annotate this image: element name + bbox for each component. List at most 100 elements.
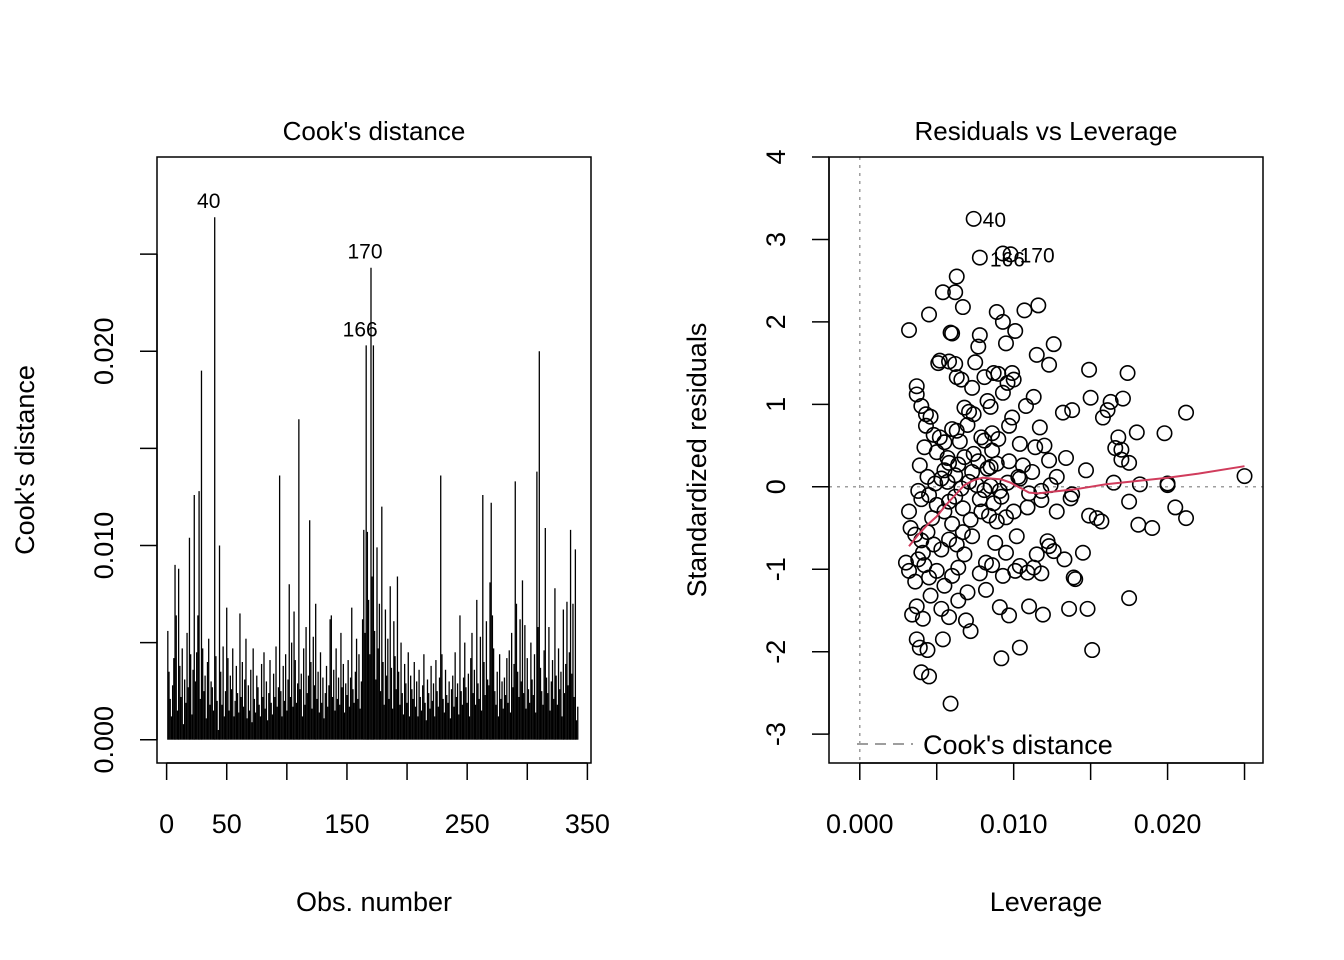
residual-point-49 xyxy=(1102,393,1119,410)
residual-point-136 xyxy=(1121,493,1138,510)
residual-point-89 xyxy=(1078,462,1095,479)
residual-point-206 xyxy=(942,695,959,712)
residual-point-143 xyxy=(907,526,924,543)
residual-point-68 xyxy=(1011,435,1028,452)
residual-point-160 xyxy=(1074,544,1091,561)
residuals-y-label: Standardized residuals xyxy=(682,323,712,598)
residual-point-153 xyxy=(987,534,1004,551)
residual-point-224 xyxy=(1011,470,1028,487)
x-tick-label-0.020: 0.020 xyxy=(1134,809,1202,839)
residual-point-77 xyxy=(928,444,945,461)
x-tick-label-50: 50 xyxy=(212,809,242,839)
residual-point-198 xyxy=(911,639,928,656)
residual-point-229 xyxy=(914,544,931,561)
residual-point-52 xyxy=(1094,409,1111,426)
residual-point-121 xyxy=(947,488,964,505)
x-tick-label-0.010: 0.010 xyxy=(980,809,1048,839)
residual-point-217 xyxy=(951,433,968,450)
residual-point-167 xyxy=(928,562,945,579)
residual-point-26 xyxy=(967,354,984,371)
residual-point-67 xyxy=(1001,417,1018,434)
residual-point-225 xyxy=(1065,569,1082,586)
residual-point-32 xyxy=(976,369,993,386)
cooks-distance-x-label: Obs. number xyxy=(296,887,452,917)
cooks-distance-bars xyxy=(167,217,579,740)
residual-point-163 xyxy=(907,573,924,590)
residual-point-180 xyxy=(904,606,921,623)
legend: Cook's distance xyxy=(857,730,1113,760)
residual-point-226 xyxy=(1058,449,1075,466)
y-tick-label--2: -2 xyxy=(761,640,791,664)
residual-point-55 xyxy=(1054,404,1071,421)
residual-point-185 xyxy=(941,609,958,626)
x-tick-label-150: 150 xyxy=(324,809,369,839)
residual-point-219 xyxy=(1041,538,1058,555)
residual-point-72 xyxy=(1128,424,1145,441)
residual-point-154 xyxy=(997,544,1014,561)
cooks-distance-annotations: 40 170 166 xyxy=(197,190,382,341)
residual-point-192 xyxy=(1021,598,1038,615)
residual-point-130 xyxy=(1033,491,1050,508)
residual-point-199 xyxy=(919,642,936,659)
residual-point-193 xyxy=(1034,606,1051,623)
residual-point-36 xyxy=(908,386,925,403)
cooks-distance-title: Cook's distance xyxy=(283,116,466,146)
reference-lines xyxy=(829,157,1263,763)
residual-point-40 xyxy=(953,371,970,388)
residual-point-124 xyxy=(973,503,990,520)
residuals-vs-leverage-title: Residuals vs Leverage xyxy=(914,116,1177,146)
residual-point-189 xyxy=(977,581,994,598)
x-tick-label-0.000: 0.000 xyxy=(826,809,894,839)
residual-point-195 xyxy=(1079,600,1096,617)
residual-point-12 xyxy=(1007,322,1024,339)
residual-point-116 xyxy=(913,491,930,508)
smooth-line xyxy=(908,465,1245,547)
residual-point-2 xyxy=(971,249,988,266)
residual-point-92 xyxy=(911,457,928,474)
residual-point-59 xyxy=(936,434,953,451)
residual-point-140 xyxy=(1178,510,1195,527)
residual-point-18 xyxy=(1045,336,1062,353)
y-tick-label-3: 3 xyxy=(761,232,791,247)
residual-point-122 xyxy=(954,500,971,517)
residual-annotation-166: 166 xyxy=(990,248,1025,271)
residual-point-148 xyxy=(941,531,958,548)
residual-point-129 xyxy=(1019,499,1036,516)
residual-point-87 xyxy=(1024,463,1041,480)
residual-point-220 xyxy=(924,510,941,527)
residual-annotation-40: 40 xyxy=(983,209,1006,232)
residual-point-161 xyxy=(897,554,914,571)
cooks-annotation-40: 40 xyxy=(197,190,220,213)
residuals-x-label: Leverage xyxy=(990,887,1103,917)
residual-point-134 xyxy=(1088,510,1105,527)
y-tick-label-1: 1 xyxy=(761,397,791,412)
residual-point-119 xyxy=(936,503,953,520)
residual-point-37 xyxy=(913,397,930,414)
residual-point-131 xyxy=(1048,503,1065,520)
residual-point-171 xyxy=(959,584,976,601)
residual-point-214 xyxy=(944,515,961,532)
residual-point-209 xyxy=(982,398,999,415)
residual-point-149 xyxy=(948,536,965,553)
residual-annotation-170: 170 xyxy=(1020,244,1055,267)
residual-point-22 xyxy=(930,355,947,372)
residual-point-9 xyxy=(954,299,971,316)
residual-point-31 xyxy=(1004,365,1021,382)
residual-point-64 xyxy=(973,429,990,446)
residual-point-227 xyxy=(1048,468,1065,485)
residual-point-146 xyxy=(925,536,942,553)
residual-point-208 xyxy=(961,403,978,420)
residual-point-47 xyxy=(1082,389,1099,406)
residual-point-170 xyxy=(950,559,967,576)
residual-point-44 xyxy=(1017,397,1034,414)
residuals-vs-leverage-panel: Residuals vs Leverage 0.000 0.010 0.020 -3… xyxy=(682,116,1264,917)
residual-point-69 xyxy=(1031,419,1048,436)
residual-point-141 xyxy=(901,503,918,520)
residuals-x-axis: 0.000 0.010 0.020 xyxy=(826,762,1246,839)
residual-point-126 xyxy=(988,513,1005,530)
residual-point-205 xyxy=(921,668,938,685)
residual-point-7 xyxy=(901,322,918,339)
residual-point-21 xyxy=(1041,356,1058,373)
residual-point-43 xyxy=(994,384,1011,401)
residual-point-73 xyxy=(1156,425,1173,442)
